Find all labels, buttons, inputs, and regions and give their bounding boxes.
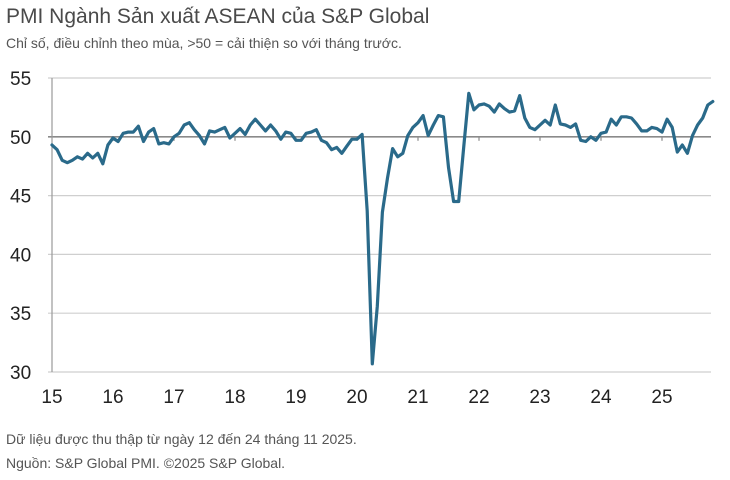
x-tick-label: 15 — [41, 387, 62, 408]
x-tick-label: 24 — [590, 387, 612, 408]
x-tick-label: 17 — [163, 387, 184, 408]
x-tick-label: 16 — [102, 387, 123, 408]
y-tick-label: 50 — [10, 128, 31, 149]
y-tick-label: 45 — [10, 187, 31, 208]
x-tick-label: 21 — [407, 387, 428, 408]
y-tick-label: 30 — [10, 363, 31, 384]
x-tick-label: 18 — [224, 387, 245, 408]
x-tick-label: 23 — [529, 387, 550, 408]
footer-source: Nguồn: S&P Global PMI. ©2025 S&P Global. — [6, 455, 286, 471]
x-tick-label: 25 — [651, 387, 672, 408]
x-tick-label: 19 — [285, 387, 306, 408]
x-tick-label: 20 — [346, 387, 367, 408]
y-tick-label: 40 — [10, 245, 31, 266]
x-tick-label: 22 — [468, 387, 489, 408]
y-tick-label: 35 — [10, 304, 31, 325]
y-tick-label: 55 — [10, 69, 31, 90]
chart-title: PMI Ngành Sản xuất ASEAN của S&P Global — [6, 5, 430, 28]
chart-subtitle: Chỉ số, điều chỉnh theo mùa, >50 = cải t… — [6, 35, 402, 51]
pmi-line-chart: 30 35 40 45 50 55 15 16 17 18 19 20 21 22 23 24 25 — [10, 69, 715, 408]
footer-note: Dữ liệu được thu thập từ ngày 12 đến 24 … — [6, 431, 357, 447]
series-line — [50, 91, 715, 366]
